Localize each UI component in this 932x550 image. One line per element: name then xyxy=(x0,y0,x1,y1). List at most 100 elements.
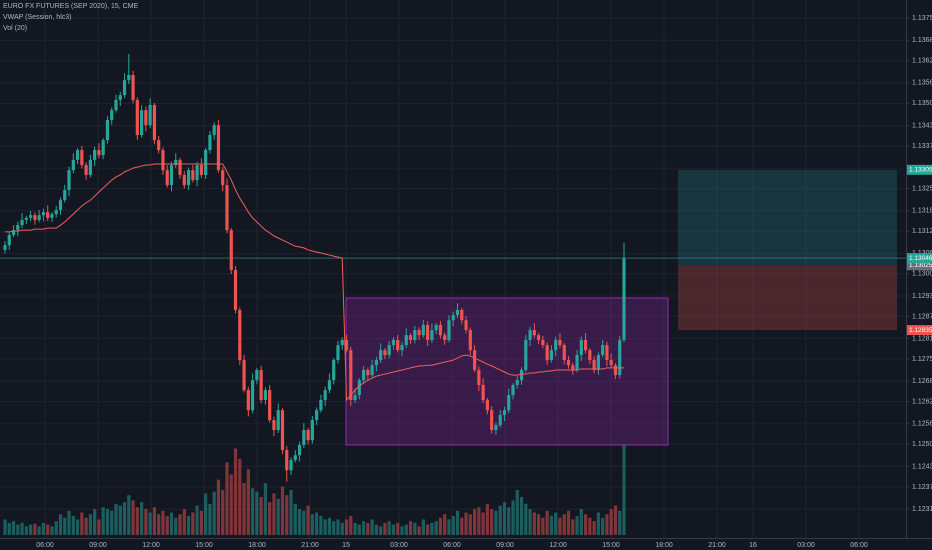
candle-body xyxy=(361,369,366,381)
candle-body xyxy=(268,390,272,421)
candle-body xyxy=(161,150,165,171)
volume-bar xyxy=(413,522,417,535)
candle-body xyxy=(263,390,268,400)
volume-bar xyxy=(421,519,425,535)
volume-bar xyxy=(583,514,588,535)
volume-bar xyxy=(490,509,494,535)
candle-body xyxy=(144,110,148,126)
y-tick-label: 1.12625 xyxy=(912,399,932,406)
candle-body xyxy=(148,105,152,126)
indicator-label: Vol (20) xyxy=(3,25,27,32)
volume-bar xyxy=(93,509,97,535)
candle-body xyxy=(259,369,263,400)
volume-bar xyxy=(24,526,28,535)
y-tick-label: 1.13375 xyxy=(912,143,932,150)
volume-bar xyxy=(340,522,344,535)
candle-body xyxy=(545,345,549,361)
y-tick-label: 1.12750 xyxy=(912,356,932,363)
candle-body xyxy=(204,150,208,175)
y-tick-label: 1.13125 xyxy=(912,228,932,235)
candle-body xyxy=(426,324,430,340)
candle-body xyxy=(575,354,579,370)
volume-bar xyxy=(549,515,554,535)
candle-body xyxy=(29,215,33,218)
volume-bar xyxy=(114,503,118,535)
volume-bar xyxy=(332,521,336,535)
candle-body xyxy=(554,339,558,351)
volume-bar xyxy=(293,503,297,535)
candle-body xyxy=(93,150,97,160)
volume-bar xyxy=(297,509,302,535)
candle-body xyxy=(511,384,515,396)
volume-bar xyxy=(460,517,464,535)
volume-bar xyxy=(199,510,203,535)
x-tick-label: 15 xyxy=(342,542,350,549)
candle-body xyxy=(374,360,378,366)
volume-bar xyxy=(182,509,186,535)
candle-body xyxy=(199,165,203,175)
volume-bar xyxy=(229,474,233,535)
candle-body xyxy=(101,140,105,156)
volume-bar xyxy=(434,521,438,535)
volume-bar xyxy=(387,521,391,535)
candle-body xyxy=(391,339,396,346)
candle-body xyxy=(490,410,494,430)
volume-bar xyxy=(532,512,536,535)
candle-body xyxy=(370,365,374,376)
volume-bar xyxy=(379,526,383,535)
volume-bar xyxy=(71,515,75,535)
candle-body xyxy=(622,258,626,340)
candle-body xyxy=(310,420,314,441)
volume-bar xyxy=(396,522,400,535)
volume-bar xyxy=(191,512,195,535)
volume-bar xyxy=(430,522,434,535)
volume-bar xyxy=(596,512,600,535)
y-tick-label: 1.13250 xyxy=(912,185,932,192)
volume-bar xyxy=(575,515,579,535)
volume-bar xyxy=(54,521,58,535)
profit-zone xyxy=(678,169,897,266)
volume-bar xyxy=(391,524,396,535)
y-tick-label: 1.12875 xyxy=(912,313,932,320)
candle-body xyxy=(246,390,250,411)
y-tick-label: 1.13625 xyxy=(912,58,932,65)
candle-body xyxy=(33,215,37,220)
candle-body xyxy=(541,339,545,346)
candle-body xyxy=(596,354,600,370)
volume-bar xyxy=(272,493,276,535)
volume-bar xyxy=(50,526,54,535)
candle-body xyxy=(387,345,391,355)
last-price-marker xyxy=(907,253,932,264)
candle-body xyxy=(122,80,127,96)
entry-marker xyxy=(907,260,932,271)
candle-body xyxy=(566,360,571,366)
volume-bar xyxy=(601,517,605,535)
volume-bar xyxy=(135,507,139,535)
volume-bar xyxy=(263,483,268,535)
candle-body xyxy=(97,150,101,156)
candle-body xyxy=(413,330,417,340)
volume-bar xyxy=(472,509,477,535)
volume-bar xyxy=(140,502,144,535)
volume-bar xyxy=(16,524,20,535)
candle-body xyxy=(502,410,507,415)
x-tick-label: 06:00 xyxy=(36,542,54,549)
plot xyxy=(0,53,906,535)
candle-body xyxy=(408,335,413,340)
volume-bar xyxy=(306,505,310,535)
volume-bar xyxy=(524,503,528,535)
candle-body xyxy=(191,170,195,181)
volume-bar xyxy=(84,517,88,535)
y-tick-label: 1.13185 xyxy=(912,208,932,215)
y-tick-label: 1.12435 xyxy=(912,463,932,470)
vwap-line xyxy=(5,163,624,402)
volume-bar xyxy=(408,521,413,535)
candle-body xyxy=(208,135,212,151)
volume-bar xyxy=(88,514,92,535)
volume-bar xyxy=(165,515,169,535)
entry-marker-label: 1.13025 xyxy=(909,262,932,269)
volume-bar xyxy=(417,526,421,535)
candle-body xyxy=(46,212,50,218)
